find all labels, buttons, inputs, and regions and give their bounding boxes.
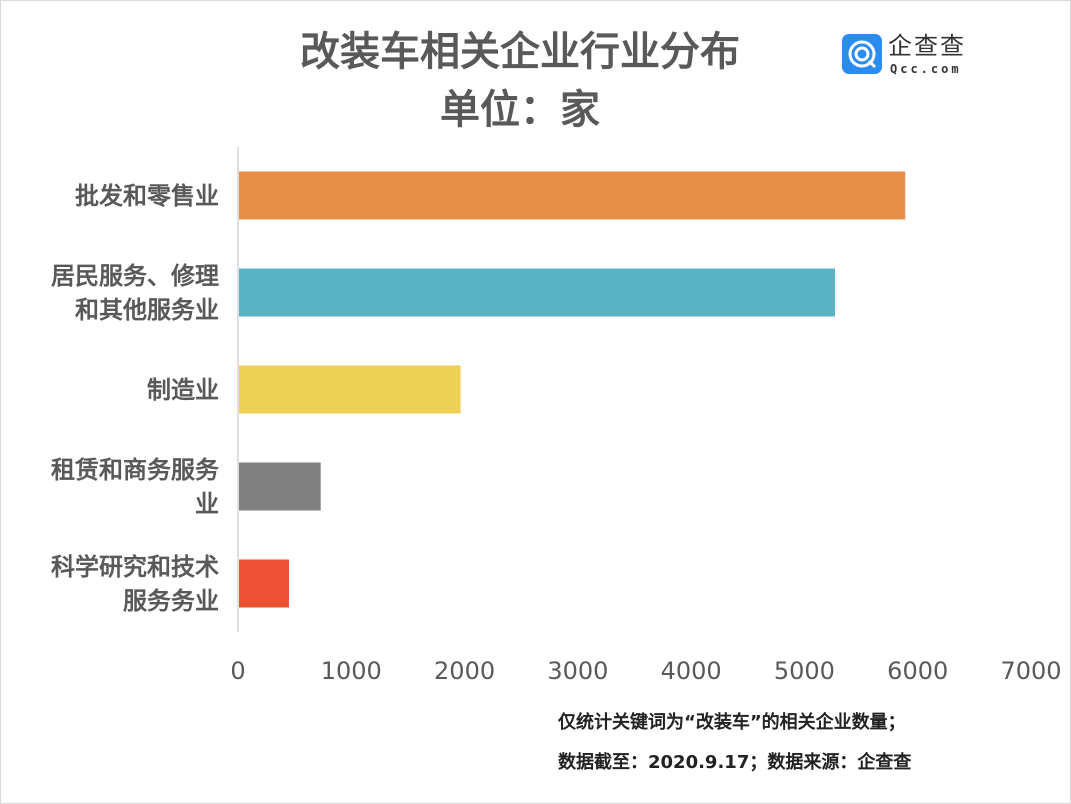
category-label-line: 服务务业 [123, 586, 219, 615]
logo-name: 企查查 [888, 32, 966, 60]
category-label: 租赁和商务服务业 [51, 453, 219, 521]
category-label: 批发和零售业 [75, 179, 219, 213]
category-label: 科学研究和技术服务务业 [51, 550, 219, 618]
note-2: 数据截至：2020.9.17；数据来源：企查查 [558, 752, 912, 773]
logo-sub: Qcc.com [890, 62, 962, 76]
chart-title: 改装车相关企业行业分布 [300, 29, 740, 75]
x-tick-label: 4000 [661, 657, 722, 685]
category-label-line: 制造业 [147, 375, 219, 404]
qcc-logo-icon [842, 34, 882, 74]
bar-3 [239, 462, 321, 511]
x-tick-label: 1000 [321, 657, 382, 685]
x-tick-label: 5000 [774, 657, 835, 685]
chart-subtitle: 单位：家 [440, 87, 600, 133]
x-tick-label: 0 [230, 657, 245, 685]
category-label-line: 居民服务、修理 [51, 261, 219, 290]
bar-4 [239, 559, 289, 608]
category-label-line: 科学研究和技术 [51, 552, 219, 581]
bar-2 [239, 365, 461, 414]
category-label: 居民服务、修理和其他服务业 [51, 259, 219, 327]
category-label: 制造业 [147, 373, 219, 407]
x-tick-label: 2000 [434, 657, 495, 685]
category-label-line: 和其他服务业 [75, 295, 219, 324]
bar-0 [239, 171, 906, 220]
bar-1 [239, 268, 836, 317]
category-label-line: 业 [195, 489, 219, 518]
category-label-line: 租赁和商务服务 [51, 455, 219, 484]
note-1: 仅统计关键词为“改装车”的相关企业数量； [558, 712, 906, 733]
x-tick-label: 6000 [887, 657, 948, 685]
x-tick-label: 7000 [1000, 657, 1061, 685]
category-label-line: 批发和零售业 [75, 181, 219, 210]
x-tick-label: 3000 [547, 657, 608, 685]
